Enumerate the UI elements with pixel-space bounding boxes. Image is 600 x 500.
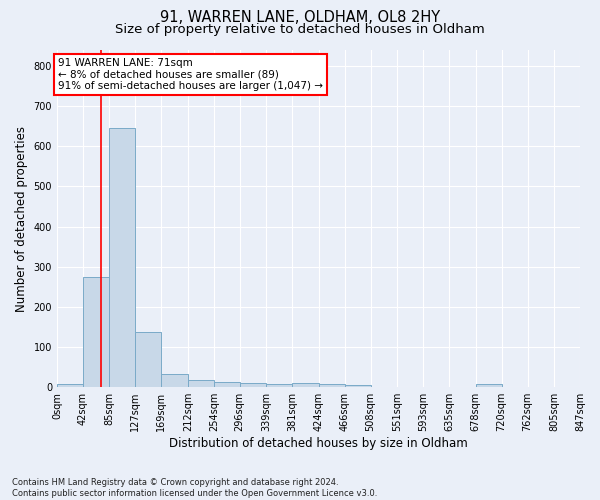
Bar <box>188 380 214 387</box>
Bar <box>345 385 371 387</box>
Text: 91, WARREN LANE, OLDHAM, OL8 2HY: 91, WARREN LANE, OLDHAM, OL8 2HY <box>160 10 440 25</box>
Text: Contains HM Land Registry data © Crown copyright and database right 2024.
Contai: Contains HM Land Registry data © Crown c… <box>12 478 377 498</box>
Bar <box>161 374 188 387</box>
Bar <box>319 384 345 387</box>
Bar <box>214 382 240 387</box>
Bar <box>136 332 161 387</box>
Bar <box>109 128 136 387</box>
Bar <box>240 383 266 387</box>
Bar <box>292 383 319 387</box>
Bar <box>57 384 83 387</box>
Text: Size of property relative to detached houses in Oldham: Size of property relative to detached ho… <box>115 22 485 36</box>
Text: 91 WARREN LANE: 71sqm
← 8% of detached houses are smaller (89)
91% of semi-detac: 91 WARREN LANE: 71sqm ← 8% of detached h… <box>58 58 323 91</box>
Bar <box>83 277 109 387</box>
Y-axis label: Number of detached properties: Number of detached properties <box>15 126 28 312</box>
Bar <box>266 384 292 387</box>
X-axis label: Distribution of detached houses by size in Oldham: Distribution of detached houses by size … <box>169 437 468 450</box>
Bar <box>476 384 502 387</box>
